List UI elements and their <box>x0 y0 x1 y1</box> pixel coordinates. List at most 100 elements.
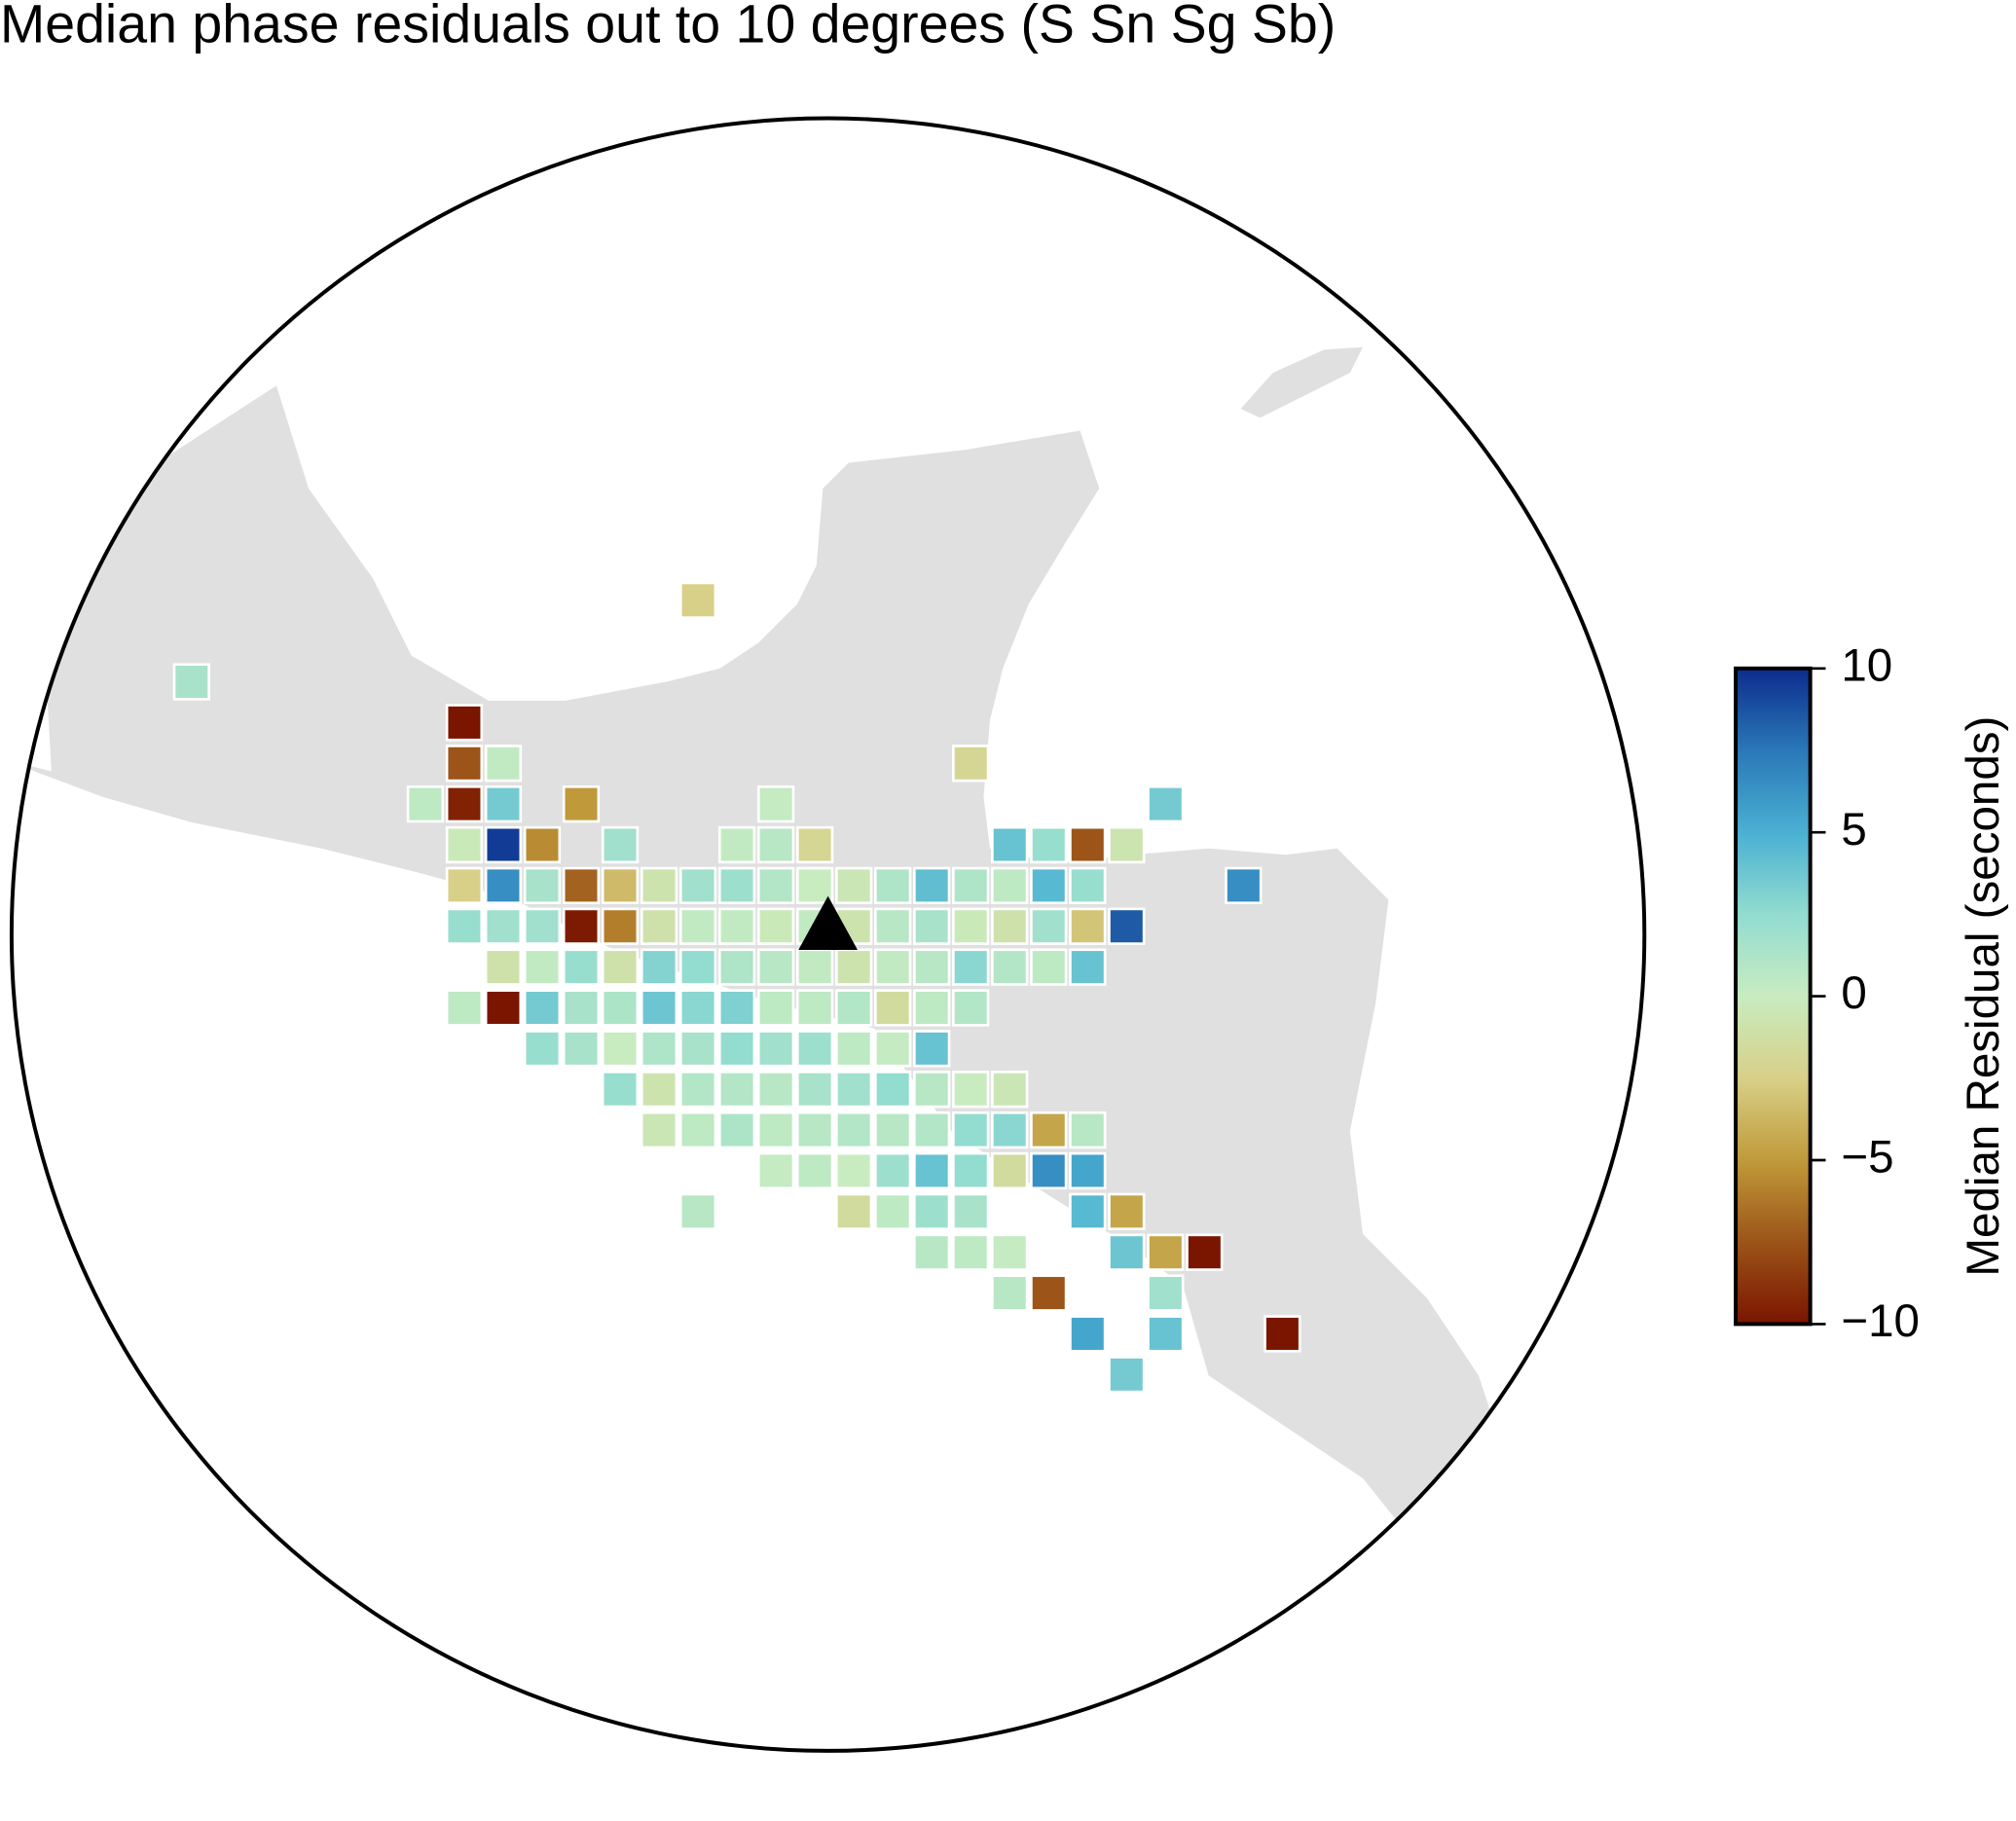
grid-cell <box>834 1071 873 1109</box>
grid-cell <box>678 866 717 905</box>
station-marker <box>798 895 858 951</box>
grid-cell <box>678 948 717 986</box>
grid-cell <box>562 948 601 986</box>
grid-cell <box>913 989 951 1027</box>
grid-cell <box>834 1111 873 1149</box>
grid-cell <box>756 1151 795 1190</box>
grid-cell <box>991 948 1029 986</box>
grid-cell <box>952 1233 990 1271</box>
colorbar-scale <box>1734 666 1813 1327</box>
grid-cell <box>952 948 990 986</box>
grid-cell <box>1069 907 1107 945</box>
grid-cell <box>834 1030 873 1068</box>
grid-cell <box>717 1030 756 1068</box>
grid-cell <box>1147 1315 1185 1353</box>
grid-cell <box>717 866 756 905</box>
grid-cell <box>991 866 1029 905</box>
grid-cell <box>640 1030 678 1068</box>
grid-cell <box>952 1192 990 1230</box>
grid-cell <box>640 1111 678 1149</box>
grid-cell <box>756 825 795 864</box>
grid-cell <box>678 581 717 619</box>
grid-cell <box>795 1030 834 1068</box>
grid-cell <box>484 825 523 864</box>
grid-cell <box>445 989 484 1027</box>
grid-cell <box>913 948 951 986</box>
title: Median phase residuals out to 10 degrees… <box>0 0 1336 55</box>
grid-cell <box>1186 1233 1224 1271</box>
colorbar-label: Median Residual (seconds) <box>1958 716 2009 1277</box>
grid-cell <box>717 825 756 864</box>
grid-cell <box>874 989 912 1027</box>
grid-cell <box>1030 907 1068 945</box>
grid-cell <box>640 866 678 905</box>
cell-layer <box>172 581 1301 1394</box>
grid-cell <box>678 1030 717 1068</box>
grid-cell <box>991 1071 1029 1109</box>
grid-cell <box>834 1151 873 1190</box>
grid-cell <box>834 1192 873 1230</box>
grid-cell <box>756 784 795 823</box>
grid-cell <box>484 866 523 905</box>
grid-cell <box>1108 1192 1146 1230</box>
grid-cell <box>1108 825 1146 864</box>
grid-cell <box>1108 1233 1146 1271</box>
island <box>1240 346 1364 419</box>
grid-cell <box>1069 1192 1107 1230</box>
grid-cell <box>172 663 210 701</box>
grid-cell <box>484 907 523 945</box>
grid-cell <box>562 866 601 905</box>
grid-cell <box>874 1192 912 1230</box>
grid-cell <box>640 907 678 945</box>
grid-cell <box>756 989 795 1027</box>
grid-cell <box>406 784 445 823</box>
colorbar-tick-label: 10 <box>1841 639 1892 691</box>
grid-cell <box>484 745 523 783</box>
grid-cell <box>1069 1111 1107 1149</box>
grid-cell <box>952 907 990 945</box>
grid-cell <box>1030 1274 1068 1312</box>
grid-cell <box>874 866 912 905</box>
grid-cell <box>795 825 834 864</box>
grid-cell <box>795 866 834 905</box>
grid-cell <box>991 1233 1029 1271</box>
grid-cell <box>991 907 1029 945</box>
grid-cell <box>1030 1111 1068 1149</box>
grid-cell <box>913 1111 951 1149</box>
grid-cell <box>756 907 795 945</box>
grid-cell <box>678 1071 717 1109</box>
grid-cell <box>445 825 484 864</box>
grid-cell <box>795 1071 834 1109</box>
grid-cell <box>952 1111 990 1149</box>
grid-cell <box>717 907 756 945</box>
grid-cell <box>1069 1315 1107 1353</box>
grid-cell <box>1108 1356 1146 1394</box>
grid-cell <box>601 907 640 945</box>
grid-cell <box>756 1030 795 1068</box>
grid-cell <box>445 784 484 823</box>
grid-cell <box>756 1111 795 1149</box>
colorbar-tick-label: 5 <box>1841 804 1866 856</box>
grid-cell <box>874 1111 912 1149</box>
grid-cell <box>601 825 640 864</box>
grid-cell <box>562 1030 601 1068</box>
grid-cell <box>795 989 834 1027</box>
grid-cell <box>484 989 523 1027</box>
grid-cell <box>601 989 640 1027</box>
grid-cell <box>795 1151 834 1190</box>
grid-cell <box>913 1192 951 1230</box>
grid-cell <box>717 1071 756 1109</box>
colorbar-tick-label: −10 <box>1841 1295 1920 1347</box>
grid-cell <box>717 989 756 1027</box>
grid-cell <box>952 1151 990 1190</box>
grid-cell <box>678 989 717 1027</box>
grid-cell <box>678 1192 717 1230</box>
grid-cell <box>834 948 873 986</box>
grid-cell <box>913 1233 951 1271</box>
grid-cell <box>1030 1151 1068 1190</box>
grid-cell <box>913 1071 951 1109</box>
grid-cell <box>445 745 484 783</box>
grid-cell <box>874 907 912 945</box>
grid-cell <box>1225 866 1263 905</box>
